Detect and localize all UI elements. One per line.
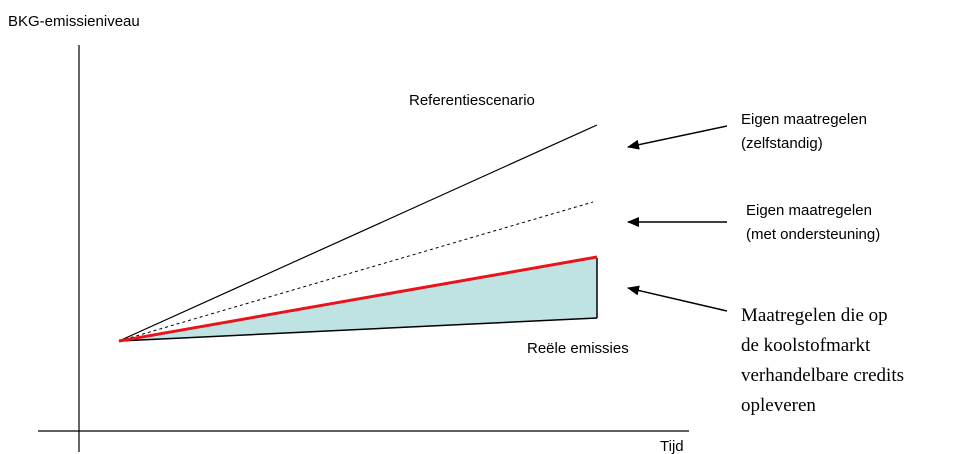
annotation-own-measures-supported: Eigen maatregelen (met ondersteuning) bbox=[746, 202, 880, 243]
arrow-independent bbox=[627, 125, 728, 150]
annotation-line: (zelfstandig) bbox=[741, 135, 823, 152]
x-axis-label: Tijd bbox=[660, 438, 684, 454]
annotation-line: Eigen maatregelen bbox=[741, 111, 867, 128]
reference-scenario-line bbox=[118, 124, 598, 342]
annotation-own-measures-independent: Eigen maatregelen (zelfstandig) bbox=[741, 111, 867, 152]
annotation-line: (met ondersteuning) bbox=[746, 226, 880, 243]
annotation-line: Maatregelen die op bbox=[741, 305, 888, 326]
supported-measures-dashed-line bbox=[118, 201, 594, 342]
annotation-carbon-market-measures: Maatregelen die op de koolstofmarkt verh… bbox=[741, 305, 904, 416]
real-emissions-label: Reële emissies bbox=[527, 340, 629, 357]
reference-scenario-label: Referentiescenario bbox=[409, 92, 535, 109]
y-axis-label: BKG-emissieniveau bbox=[8, 13, 140, 30]
annotation-line: Eigen maatregelen bbox=[746, 202, 872, 219]
red-emission-line bbox=[118, 255, 598, 343]
annotation-line: opleveren bbox=[741, 395, 816, 416]
annotation-line: de koolstofmarkt bbox=[741, 335, 871, 356]
real-emissions-line bbox=[118, 317, 598, 342]
annotation-line: verhandelbare credits bbox=[741, 365, 904, 386]
arrow-carbon-market bbox=[627, 285, 728, 312]
